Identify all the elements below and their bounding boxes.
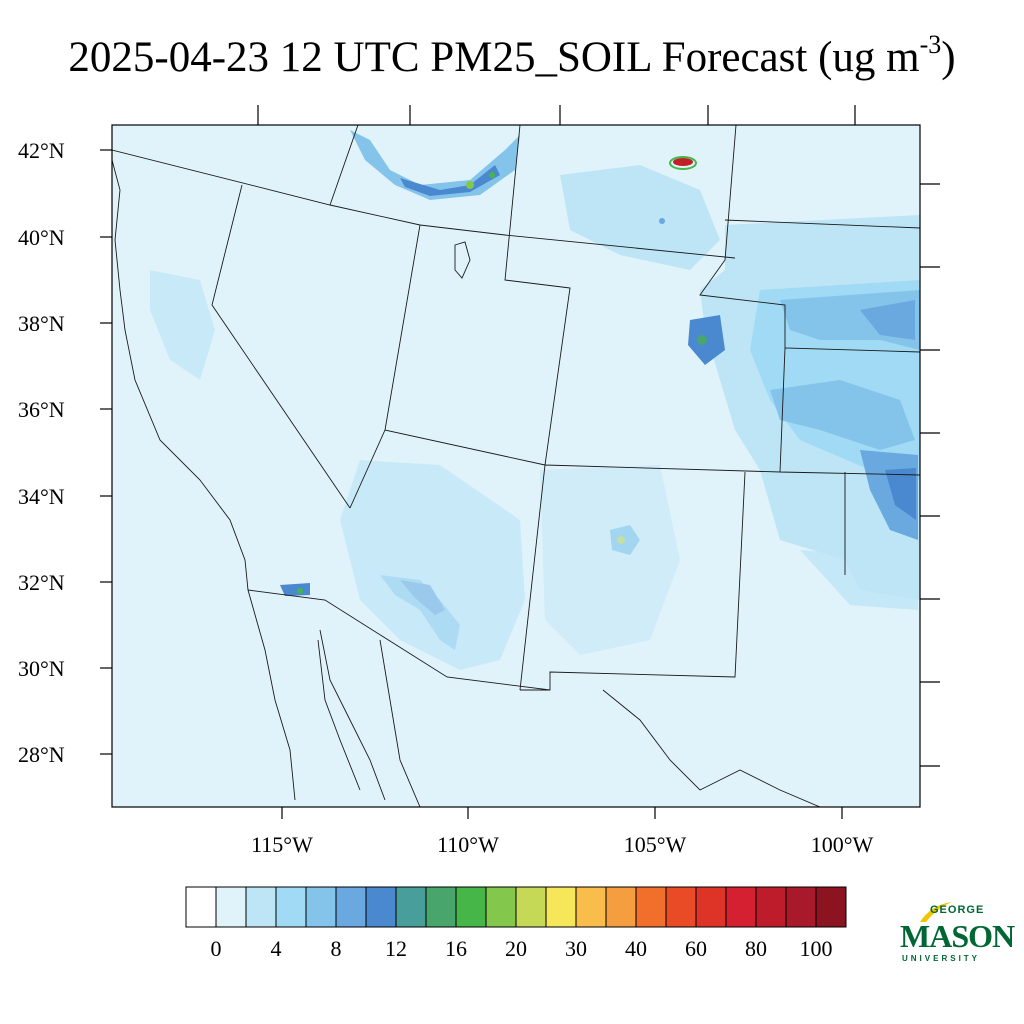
wyoming-spot [659, 218, 665, 224]
logo-swoosh-icon [920, 902, 952, 922]
colorbar-label-0: 0 [210, 936, 222, 961]
colorbar-box [635, 886, 667, 928]
texas-haze [800, 550, 918, 610]
nm-haze [540, 465, 680, 655]
lat-label-28: 28°N [18, 742, 65, 767]
colorbar-label-40: 40 [625, 936, 647, 961]
colorbar-label-8: 8 [330, 936, 342, 961]
colorbar-label-16: 16 [445, 936, 467, 961]
colorbar-box [215, 886, 247, 928]
lon-label-115w: 115°W [251, 832, 313, 857]
colorbar-label-80: 80 [745, 936, 767, 961]
colorbar-box [365, 886, 397, 928]
colorbar-box [575, 886, 607, 928]
concentration-field [150, 130, 920, 670]
gmu-logo: GEORGE MASON UNIVERSITY [896, 900, 1015, 970]
colorbar-label-60: 60 [685, 936, 707, 961]
colorado-hotspot [697, 335, 707, 345]
colorbar-box [665, 886, 697, 928]
map-frame [111, 124, 921, 808]
colorbar-box [245, 886, 277, 928]
axis-ticks [100, 105, 940, 819]
plains-blue-2 [860, 300, 915, 340]
colorbar-box [455, 886, 487, 928]
colorbar-box [335, 886, 367, 928]
mexicali-blue [280, 583, 310, 596]
colorbar-box [275, 886, 307, 928]
wyoming-ring [669, 156, 697, 170]
colorbar-box [395, 886, 427, 928]
idaho-band-dark [400, 165, 500, 196]
colorbar-box [815, 886, 847, 928]
lat-label-32: 32°N [18, 570, 65, 595]
colorbar-label-12: 12 [385, 936, 407, 961]
nevada-haze [150, 270, 215, 380]
colorbar-box [515, 886, 547, 928]
lat-label-42: 42°N [18, 138, 65, 163]
wyoming-red-hotspot [673, 158, 693, 166]
baja-coast [317, 639, 361, 791]
lon-label-100w: 100°W [810, 832, 874, 857]
lat-label-34: 34°N [18, 484, 65, 509]
kansas-blue [770, 380, 915, 450]
lon-label-110w: 110°W [437, 832, 499, 857]
idaho-hotspot-2 [489, 172, 495, 178]
state-lines [112, 125, 920, 691]
logo-mason: MASON [900, 918, 1015, 954]
wyoming-haze [560, 165, 720, 270]
lat-label-38: 38°N [18, 311, 65, 336]
colorbar-box [545, 886, 577, 928]
logo-university: UNIVERSITY [902, 954, 981, 963]
colorbar-label-4: 4 [270, 936, 282, 961]
colorbar-box [695, 886, 727, 928]
colorbar-box [485, 886, 517, 928]
coastline [112, 159, 821, 807]
colorbar-label-20: 20 [505, 936, 527, 961]
salt-lake [454, 241, 471, 279]
lat-label-40: 40°N [18, 225, 65, 250]
colorbar-box [425, 886, 457, 928]
title-superscript: -3 [919, 30, 942, 59]
colorbar-box [785, 886, 817, 928]
lon-label-105w: 105°W [623, 832, 687, 857]
lat-label-30: 30°N [18, 656, 65, 681]
mexicali-hotspot [297, 588, 303, 594]
idaho-hotspot [466, 181, 474, 189]
arizona-haze [340, 460, 525, 670]
colorbar-box [725, 886, 757, 928]
colorbar-box [755, 886, 787, 928]
title-main: 2025-04-23 12 UTC PM25_SOIL Forecast (ug… [68, 34, 920, 81]
colorbar-box [185, 886, 217, 928]
logo-george: GEORGE [930, 904, 985, 916]
colorbar-box [605, 886, 637, 928]
boundary-lines [112, 125, 920, 807]
figure-title: 2025-04-23 12 UTC PM25_SOIL Forecast (ug… [0, 28, 1024, 88]
colorbar-boxes [185, 886, 847, 928]
colorbar-label-30: 30 [565, 936, 587, 961]
lat-label-36: 36°N [18, 397, 65, 422]
oklahoma-dark [885, 468, 916, 520]
colorbar-label-100: 100 [799, 936, 833, 961]
title-closing: ) [941, 34, 956, 81]
colorbar-box [305, 886, 337, 928]
